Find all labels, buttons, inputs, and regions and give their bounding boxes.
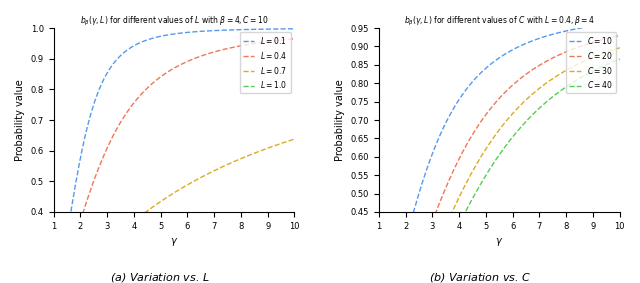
Y-axis label: Probability value: Probability value — [335, 79, 345, 161]
Title: $b_{\beta}(\gamma, L)$ for different values of $L$ with $\beta=4, C=10$: $b_{\beta}(\gamma, L)$ for different val… — [79, 15, 268, 28]
$C = 10$ — [518, 43, 526, 47]
$C = 20$ — [490, 104, 497, 107]
$C = 40$ — [572, 79, 580, 82]
$C = 30$ — [572, 63, 580, 67]
$C = 10$ — [490, 61, 497, 64]
X-axis label: $\gamma$: $\gamma$ — [170, 236, 178, 248]
$L = 0.7$ — [285, 139, 292, 143]
$L = 0.1$ — [291, 27, 298, 31]
$C = 40$ — [518, 124, 526, 127]
$C = 20$ — [610, 35, 618, 38]
$L = 0.4$ — [193, 56, 201, 59]
Line: $C = 10$: $C = 10$ — [379, 22, 620, 283]
$L = 0.1$ — [193, 30, 201, 33]
$L = 0.1$ — [247, 28, 255, 31]
$L = 0.4$ — [291, 37, 298, 40]
$C = 40$ — [490, 162, 497, 165]
$L = 0.7$ — [180, 185, 188, 188]
Line: $L = 0.1$: $L = 0.1$ — [54, 29, 294, 283]
Text: (b) Variation vs. $C$: (b) Variation vs. $C$ — [429, 271, 531, 283]
$L = 0.1$ — [285, 27, 292, 31]
Line: $C = 20$: $C = 20$ — [379, 36, 620, 283]
X-axis label: $\gamma$: $\gamma$ — [495, 236, 504, 248]
$C = 10$ — [616, 21, 623, 24]
Legend: $L = 0.1$, $L = 0.4$, $L = 0.7$, $L = 1.0$: $L = 0.1$, $L = 0.4$, $L = 0.7$, $L = 1.… — [240, 32, 291, 93]
$L = 0.7$ — [247, 153, 255, 156]
Line: $L = 0.7$: $L = 0.7$ — [54, 139, 294, 283]
$C = 10$ — [572, 27, 580, 31]
Line: $C = 40$: $C = 40$ — [379, 59, 620, 283]
$C = 40$ — [491, 160, 499, 163]
$L = 0.7$ — [164, 195, 172, 198]
$L = 0.1$ — [166, 33, 173, 36]
Line: $C = 30$: $C = 30$ — [379, 48, 620, 283]
$C = 30$ — [616, 46, 623, 50]
$C = 30$ — [490, 136, 497, 140]
$C = 20$ — [506, 87, 513, 90]
$L = 0.4$ — [180, 61, 188, 65]
$L = 0.4$ — [166, 69, 173, 72]
$C = 10$ — [610, 22, 618, 25]
$C = 10$ — [491, 59, 499, 63]
$C = 30$ — [518, 102, 526, 105]
$L = 0.7$ — [166, 194, 173, 198]
$C = 40$ — [506, 140, 513, 143]
Y-axis label: Probability value: Probability value — [15, 79, 25, 161]
$C = 10$ — [506, 50, 513, 53]
Text: (a) Variation vs. $L$: (a) Variation vs. $L$ — [110, 271, 210, 283]
$L = 0.4$ — [247, 42, 255, 46]
Line: $L = 0.4$: $L = 0.4$ — [54, 39, 294, 283]
$C = 20$ — [616, 34, 623, 37]
$L = 0.7$ — [193, 178, 201, 181]
$C = 30$ — [610, 48, 618, 51]
$C = 40$ — [610, 60, 618, 63]
$L = 0.4$ — [285, 38, 292, 41]
$L = 0.7$ — [291, 137, 298, 141]
Legend: $C = 10$, $C = 20$, $C = 30$, $C = 40$: $C = 10$, $C = 20$, $C = 30$, $C = 40$ — [566, 32, 616, 93]
$C = 30$ — [506, 116, 513, 119]
$C = 30$ — [491, 134, 499, 138]
$C = 20$ — [572, 46, 580, 50]
$L = 0.1$ — [180, 31, 188, 35]
Title: $b_{\beta}(\gamma, L)$ for different values of $C$ with $L=0.4, \beta=4$: $b_{\beta}(\gamma, L)$ for different val… — [404, 15, 595, 28]
$L = 0.1$ — [164, 33, 172, 37]
$L = 0.4$ — [164, 70, 172, 74]
$C = 20$ — [518, 75, 526, 79]
$C = 20$ — [491, 102, 499, 105]
$C = 40$ — [616, 57, 623, 61]
